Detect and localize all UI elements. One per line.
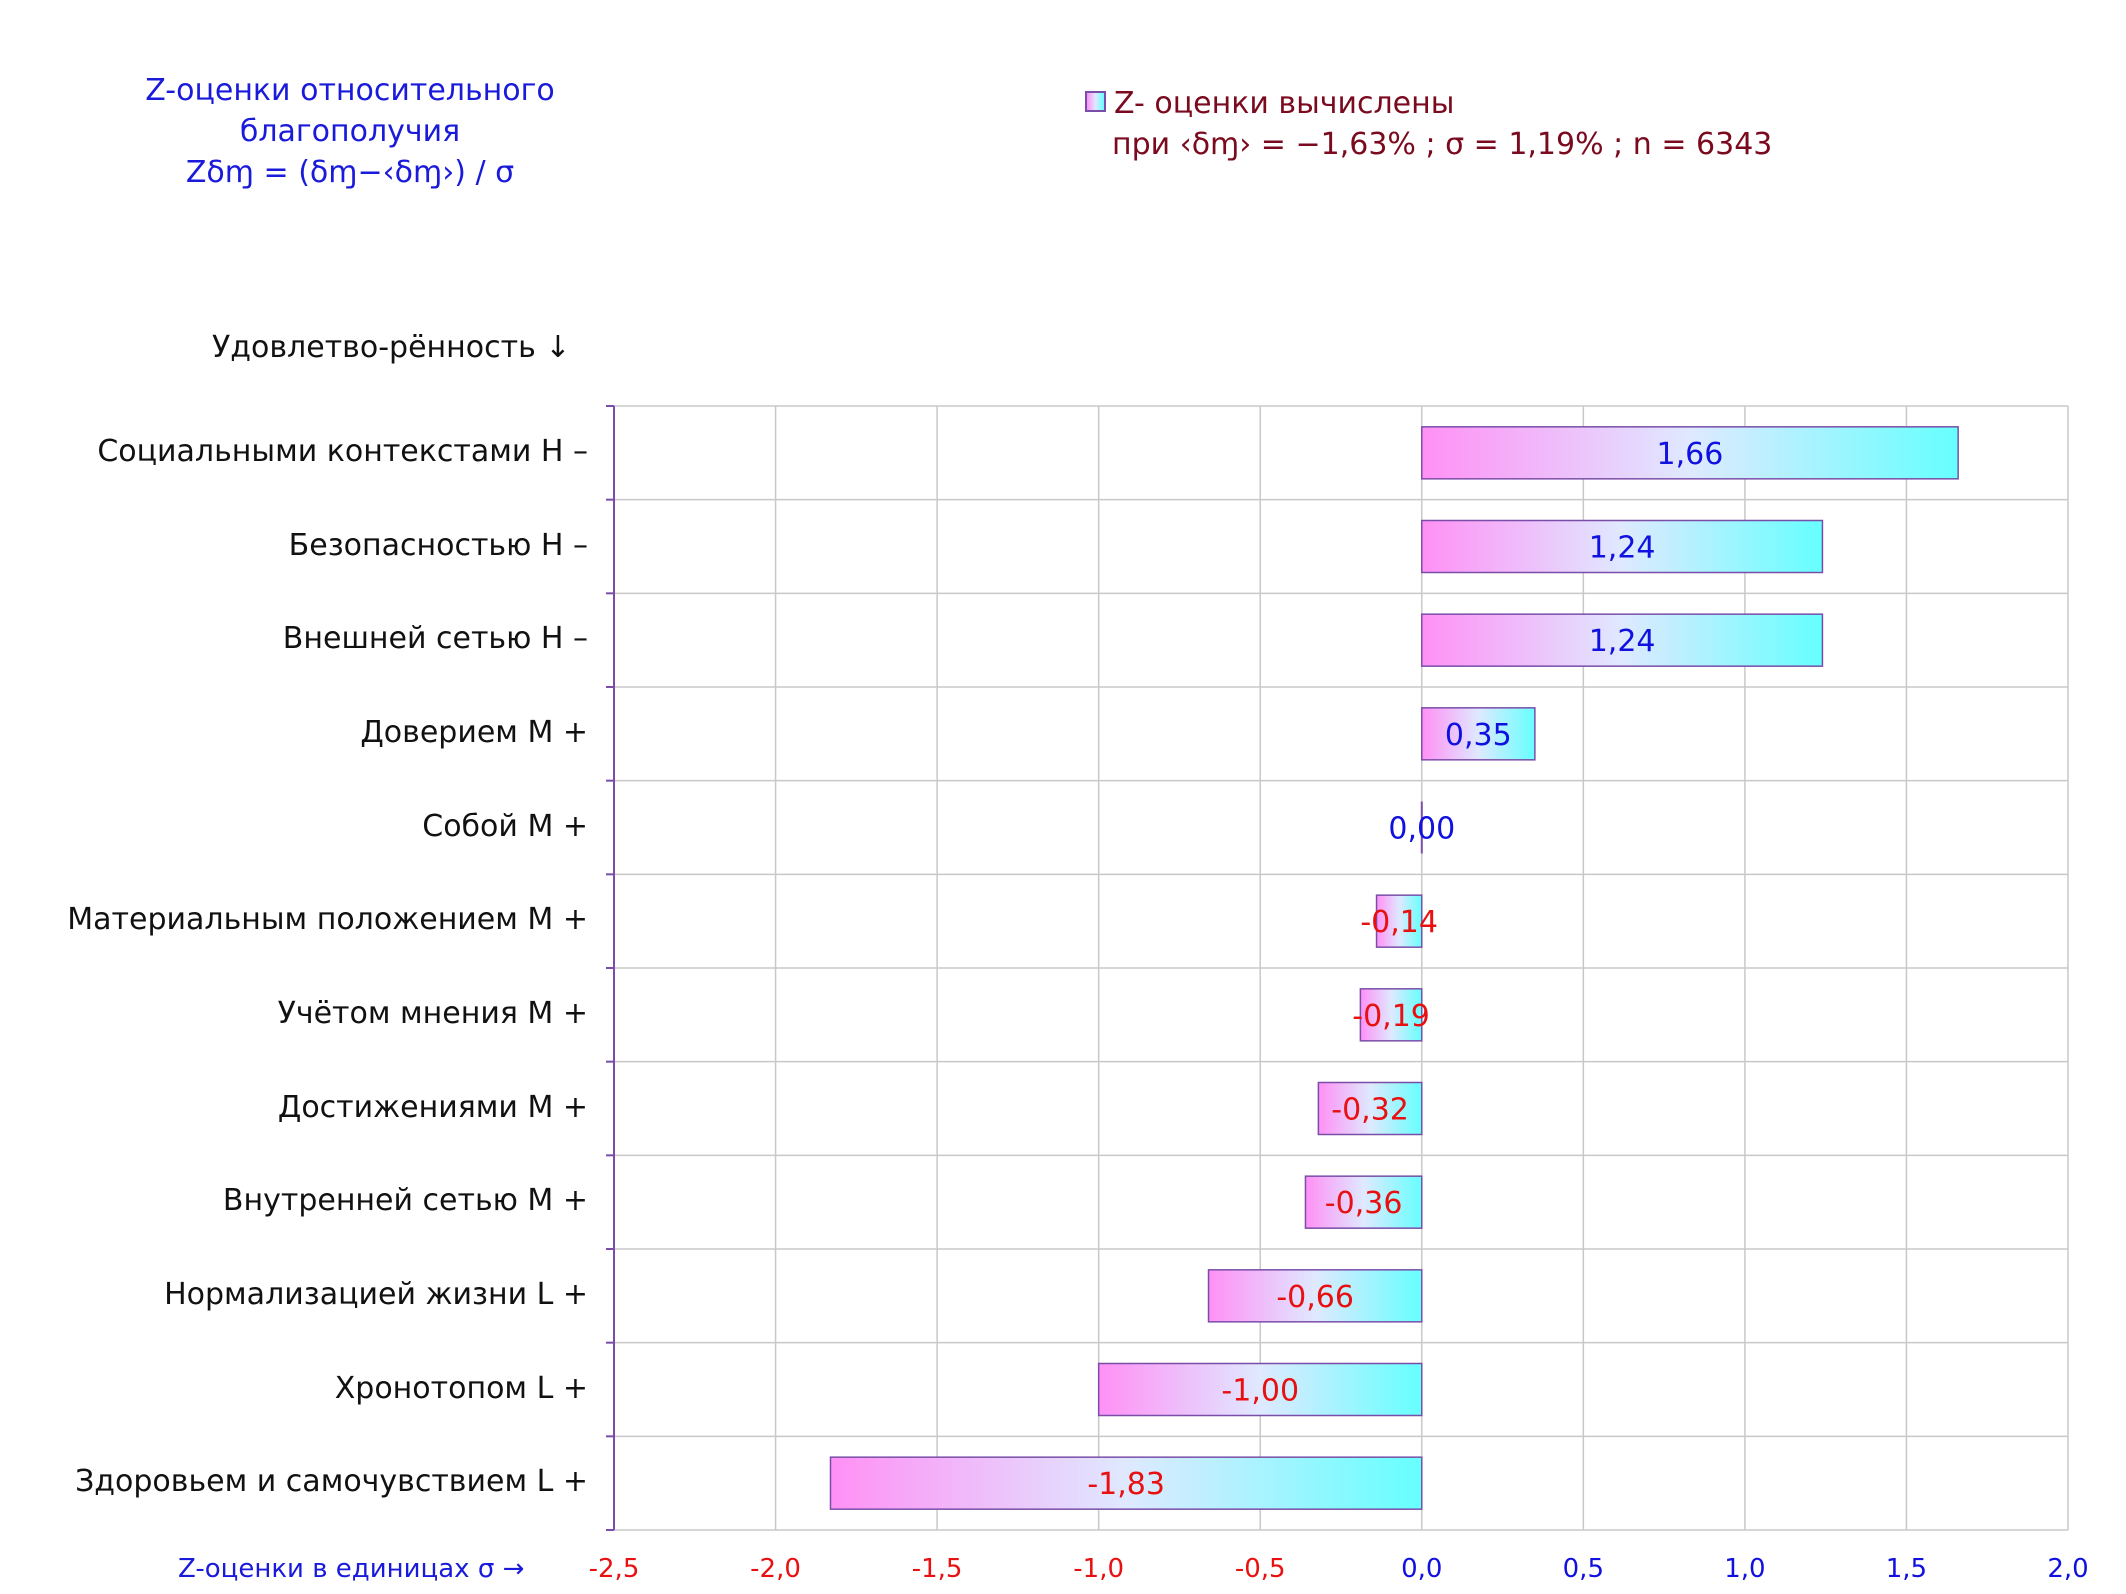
x-tick-label: 0,5 [1562,1554,1604,1584]
grid [606,405,2069,1531]
bar-value-label: -1,83 [1087,1467,1165,1502]
category-label: Внешней сетью Н – [282,621,588,657]
x-tick-label: 1,0 [1724,1554,1766,1584]
bar [1097,1362,1423,1417]
bar [1421,613,1824,667]
bar [1421,519,1824,574]
legend-line-2: при ‹δɱ› = −1,63% ; σ = 1,19% ; n = 6343 [1112,127,1773,162]
bar [1317,1081,1423,1136]
bar [1207,1269,1423,1323]
category-label: Достижениями М + [277,1089,588,1125]
title-formula: Zδɱ = (δɱ−‹δɱ›) / σ [185,155,515,190]
title-line-1: Z-оценки относительного [145,73,555,108]
legend-swatch [1085,91,1106,112]
title-line-2: благополучия [239,114,461,149]
category-label: Доверием М + [360,714,588,750]
bars [829,426,1959,1510]
category-label: Внутренней сетью М + [222,1183,588,1219]
x-tick-label: 0,0 [1401,1554,1443,1584]
bar [1421,707,1536,761]
data-labels: 1,66 1,24 1,24 0,35 0,00 -0,14 -0,19 -0,32 -0,36… [1087,437,1723,1502]
y-axis-label: Удовлетво-рённость ↓ [212,330,571,365]
x-tick-label: -0,5 [1234,1554,1286,1584]
x-tick-label: 1,5 [1885,1554,1928,1584]
bar-value-label: 1,24 [1589,531,1656,566]
bar-value-label: -0,19 [1352,999,1430,1034]
x-tick-label: -1,0 [1073,1554,1125,1584]
category-label: Здоровьем и самочувствием L + [75,1464,588,1500]
bar-value-label: -0,36 [1325,1186,1403,1221]
chart-title: Z-оценки относительного благополучия Zδɱ… [90,70,610,193]
x-tick-label: -1,5 [911,1554,963,1584]
x-tick-label: -2,5 [588,1554,640,1584]
legend: Z- оценки вычислены при ‹δɱ› = −1,63% ; … [1085,83,1772,165]
category-label: Нормализацией жизни L + [164,1276,588,1312]
bar-value-label: -0,32 [1331,1093,1409,1128]
bar [829,1456,1423,1510]
x-axis-label: Z-оценки в единицах σ → [178,1554,525,1584]
category-label: Материальным положением М + [67,902,588,938]
bar [1421,426,1959,480]
bar-value-label: 0,35 [1445,718,1512,753]
legend-line-1: Z- оценки вычислены [1114,86,1455,121]
category-label: Учётом мнения М + [277,995,588,1031]
bar [1375,894,1423,948]
x-tick-label: -2,0 [750,1554,801,1584]
category-label: Собой М + [422,808,588,844]
bar-value-label: 0,00 [1388,812,1455,847]
bar [1304,1175,1423,1229]
bar [1359,988,1423,1042]
bar-value-label: 1,24 [1589,624,1656,659]
x-tick-label: 2,0 [2047,1554,2089,1584]
category-label: Безопасностью Н – [288,527,588,563]
bar-value-label: -0,14 [1360,905,1438,940]
category-label: Социальными контекстами Н – [97,433,588,469]
category-label: Хронотопом L + [334,1370,588,1406]
bar-value-label: -0,66 [1276,1280,1354,1315]
bar-value-label: 1,66 [1657,437,1724,472]
bar-value-label: -1,00 [1221,1374,1299,1409]
